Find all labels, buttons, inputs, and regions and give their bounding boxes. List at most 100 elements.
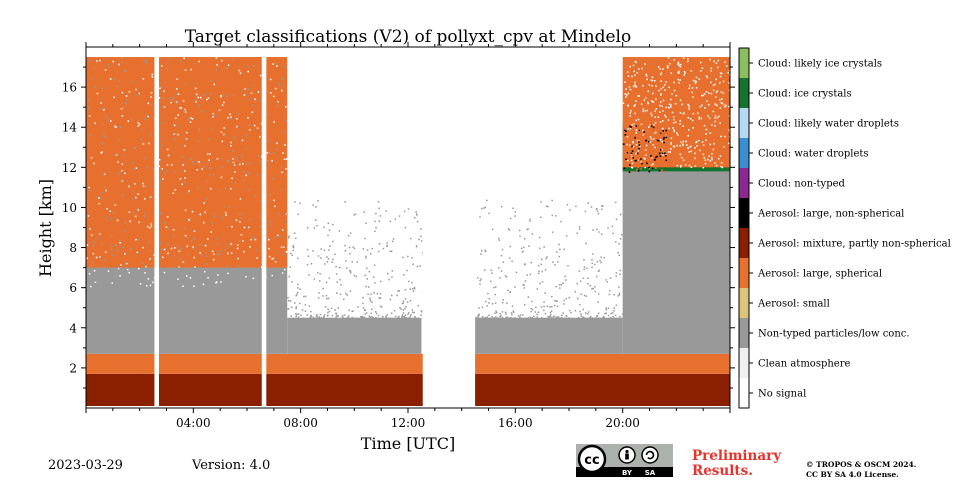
speckle-dot (523, 284, 525, 286)
speckle-dot (121, 194, 124, 197)
speckle-dot (290, 252, 292, 255)
speckle-dot (650, 157, 653, 160)
speckle-dot (663, 84, 666, 86)
speckle-dot (164, 81, 167, 83)
speckle-dot (87, 215, 90, 217)
speckle-dot (722, 80, 725, 83)
speckle-dot (618, 317, 621, 320)
speckle-dot (385, 317, 388, 319)
speckle-dot (250, 238, 252, 241)
speckle-dot (281, 272, 284, 274)
speckle-dot (668, 63, 671, 65)
speckle-dot (589, 284, 592, 287)
speckle-dot (564, 317, 566, 319)
speckle-dot (695, 87, 698, 89)
speckle-dot (719, 122, 721, 124)
speckle-dot (698, 78, 700, 80)
speckle-dot (151, 75, 154, 78)
speckle-dot (323, 316, 325, 318)
speckle-dot (94, 122, 96, 124)
speckle-dot (530, 307, 532, 310)
speckle-dot (327, 311, 329, 314)
speckle-dot (337, 315, 339, 317)
speckle-dot (178, 250, 181, 253)
speckle-dot (630, 159, 633, 162)
speckle-dot (495, 316, 497, 318)
speckle-dot (143, 215, 146, 218)
speckle-dot (358, 317, 361, 320)
speckle-dot (90, 265, 93, 267)
speckle-dot (371, 247, 374, 250)
speckle-dot (365, 255, 367, 258)
speckle-dot (198, 128, 200, 130)
speckle-dot (135, 238, 137, 241)
speckle-dot (239, 198, 242, 200)
colorbar-swatch (739, 168, 749, 198)
y-tick-label: 2 (69, 361, 77, 375)
speckle-dot (245, 148, 247, 150)
speckle-dot (626, 159, 629, 162)
speckle-dot (230, 252, 233, 254)
speckle-dot (669, 151, 672, 153)
speckle-dot (708, 117, 711, 119)
speckle-dot (728, 142, 730, 145)
speckle-dot (722, 92, 725, 95)
speckle-dot (219, 250, 222, 252)
speckle-dot (705, 90, 708, 93)
speckle-dot (403, 315, 405, 318)
speckle-dot (283, 130, 285, 133)
speckle-dot (522, 284, 524, 286)
speckle-dot (692, 112, 695, 115)
speckle-dot (107, 119, 110, 121)
speckle-dot (375, 312, 378, 315)
speckle-dot (217, 274, 219, 276)
speckle-dot (622, 102, 625, 105)
classification-regions (86, 57, 730, 406)
speckle-dot (357, 306, 359, 308)
speckle-dot (239, 221, 241, 223)
speckle-dot (687, 103, 689, 106)
speckle-dot (565, 279, 567, 281)
speckle-dot (114, 204, 117, 206)
speckle-dot (237, 244, 239, 246)
speckle-dot (159, 242, 161, 244)
speckle-dot (661, 120, 664, 122)
speckle-dot (98, 197, 100, 199)
speckle-dot (375, 226, 377, 229)
speckle-dot (519, 314, 522, 316)
speckle-dot (694, 147, 696, 149)
speckle-dot (634, 60, 637, 63)
speckle-dot (644, 127, 646, 130)
speckle-dot (710, 92, 713, 95)
speckle-dot (622, 317, 624, 320)
speckle-dot (258, 161, 261, 164)
speckle-dot (652, 144, 655, 146)
speckle-dot (413, 311, 415, 314)
speckle-dot (291, 254, 294, 257)
speckle-dot (285, 251, 288, 253)
speckle-dot (385, 210, 387, 212)
speckle-dot (657, 139, 660, 142)
preliminary-results-note: Preliminary Results. (692, 449, 781, 479)
speckle-dot (661, 141, 664, 143)
speckle-dot (628, 171, 631, 173)
preliminary-line-1: Preliminary (692, 448, 782, 464)
speckle-dot (221, 59, 223, 62)
speckle-dot (294, 302, 296, 304)
speckle-dot (237, 265, 239, 268)
copyright-notice: © TROPOS & OSCM 2024. CC BY SA 4.0 Licen… (806, 460, 916, 480)
speckle-dot (717, 157, 720, 160)
speckle-dot (538, 270, 540, 272)
speckle-dot (232, 158, 234, 160)
speckle-dot (688, 84, 691, 87)
speckle-dot (640, 158, 642, 160)
speckle-dot (145, 62, 148, 64)
speckle-dot (99, 59, 101, 62)
speckle-dot (636, 72, 639, 74)
speckle-dot (237, 113, 239, 115)
speckle-dot (329, 245, 331, 247)
speckle-dot (604, 312, 606, 315)
speckle-dot (184, 145, 186, 147)
speckle-dot (414, 315, 416, 318)
speckle-dot (385, 316, 388, 319)
